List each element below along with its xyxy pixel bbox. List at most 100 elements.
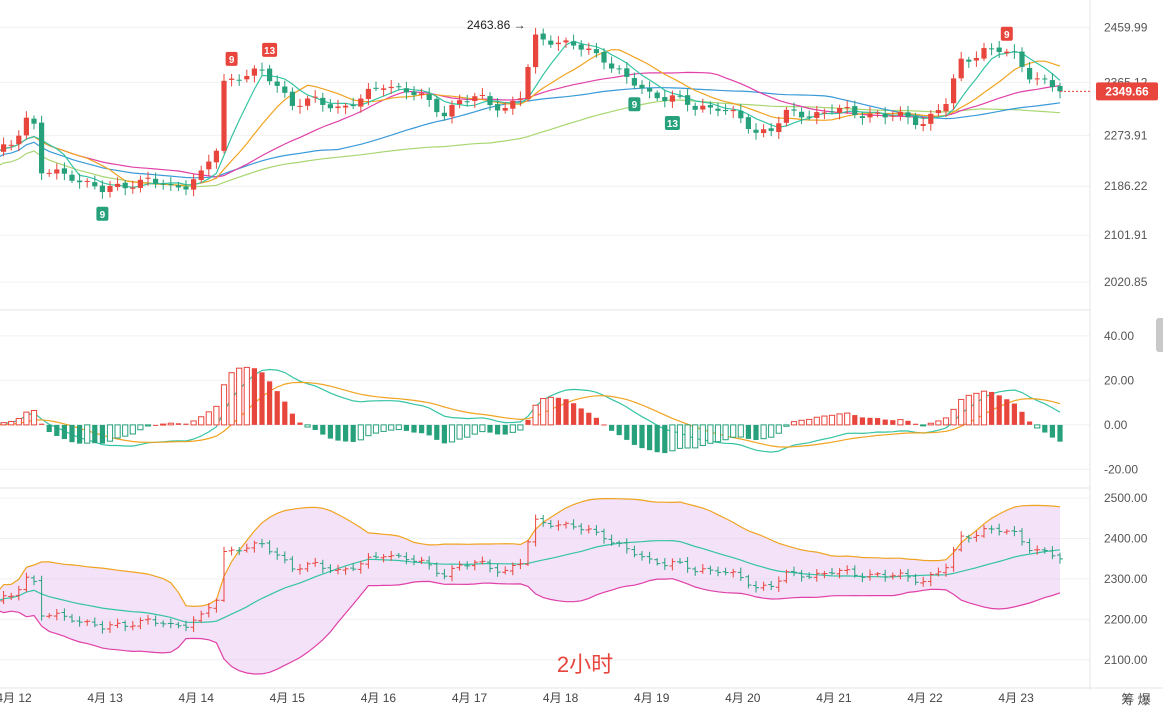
macd-bar — [395, 424, 402, 431]
macd-bar — [935, 420, 942, 426]
macd-bar — [859, 417, 865, 425]
candle-body — [373, 87, 379, 89]
candle-body — [221, 80, 227, 151]
candle-body — [137, 179, 143, 188]
macd-bar — [304, 424, 311, 428]
macd-bar — [8, 420, 15, 426]
y-tick-label: 0.00 — [1104, 418, 1128, 432]
macd-bar — [737, 424, 744, 438]
candle-body — [730, 110, 736, 112]
y-tick-label: 2300.00 — [1104, 572, 1148, 586]
last-price-tag — [1096, 82, 1158, 101]
candle-body — [776, 123, 782, 133]
candle-body — [517, 98, 523, 100]
y-tick-label: 2500.00 — [1104, 491, 1148, 505]
candle-body — [274, 81, 280, 86]
macd-bar — [99, 424, 105, 444]
macd-bar — [965, 394, 972, 426]
y-tick-label: 20.00 — [1104, 373, 1134, 387]
candle-body — [472, 96, 478, 102]
macd-bar — [137, 424, 144, 431]
candle-body — [388, 86, 394, 89]
candle-body — [981, 48, 987, 59]
macd-bar — [1057, 424, 1063, 442]
macd-bar — [69, 424, 75, 443]
x-date-label: 4月 21 — [816, 691, 852, 705]
x-date-label: 4月 19 — [634, 691, 670, 705]
candle-body — [23, 117, 29, 136]
candle-body — [647, 88, 653, 92]
macd-bar — [198, 416, 205, 426]
macd-bar — [448, 424, 456, 443]
candle-body — [548, 40, 554, 45]
td-sequence-badge — [262, 42, 278, 57]
td-sequence-badge — [96, 206, 109, 221]
candle-body — [54, 169, 60, 174]
macd-bar — [54, 424, 60, 436]
macd-dif-line — [0, 368, 1061, 453]
candle-body — [525, 67, 531, 100]
boll-lower-line — [0, 578, 1061, 675]
candle-body — [586, 48, 592, 50]
last-price-value: 2349.66 — [1105, 84, 1149, 98]
macd-bar — [760, 424, 767, 440]
macd-bar — [950, 408, 957, 426]
macd-bar — [844, 412, 851, 426]
macd-dea-line — [0, 381, 1061, 448]
candle-body — [951, 78, 957, 104]
panel-resize-handle[interactable] — [1156, 318, 1163, 352]
macd-bar — [631, 424, 637, 445]
y-tick-label: 2273.91 — [1104, 128, 1148, 142]
macd-bar — [669, 424, 676, 452]
macd-bar — [205, 411, 212, 426]
candle-body — [768, 128, 774, 131]
candle-body — [935, 110, 941, 114]
candle-body — [457, 100, 463, 105]
macd-bar — [989, 391, 995, 425]
candle-body — [928, 113, 934, 124]
brand-text: 筹 爆 — [1121, 692, 1151, 707]
candle-body — [206, 161, 212, 170]
candle-body — [1027, 68, 1033, 80]
x-date-label: 4月 15 — [270, 691, 306, 705]
macd-bar — [129, 424, 136, 435]
candle-body — [791, 109, 797, 111]
candle-body — [191, 179, 197, 190]
x-date-label: 4月 14 — [179, 691, 215, 705]
candle-body — [198, 170, 204, 181]
macd-bar — [586, 412, 592, 425]
macd-bar — [84, 424, 91, 444]
candle-body — [844, 106, 850, 108]
x-date-label: 4月 23 — [998, 691, 1034, 705]
macd-bar — [213, 405, 220, 426]
macd-bar — [813, 416, 820, 426]
macd-bar — [525, 419, 531, 425]
candle-body — [244, 76, 250, 80]
price-candles — [0, 27, 1063, 199]
macd-bar — [479, 424, 486, 433]
y-tick-label: 2020.85 — [1104, 275, 1148, 289]
macd-bar — [502, 424, 508, 435]
macd-bar — [403, 424, 409, 431]
candle-body — [890, 115, 896, 117]
candle-body — [996, 47, 1002, 53]
macd-bar — [897, 419, 904, 426]
macd-bar — [509, 424, 516, 433]
macd-bar — [973, 392, 980, 426]
y-tick-label: 2101.91 — [1104, 228, 1148, 242]
candle-body — [441, 112, 447, 117]
candle-body — [1057, 85, 1063, 92]
candle-body — [821, 112, 827, 114]
y-tick-label: 2200.00 — [1104, 612, 1148, 626]
macd-bar — [1049, 424, 1055, 438]
candle-body — [715, 108, 721, 111]
candle-body — [882, 113, 888, 118]
macd-bar — [616, 424, 622, 436]
macd-bar — [282, 401, 288, 425]
candle-body — [829, 111, 835, 113]
td-sequence-number: 9 — [100, 210, 106, 221]
macd-histogram — [0, 366, 1063, 454]
candle-body — [700, 105, 706, 110]
macd-bar — [798, 419, 805, 426]
